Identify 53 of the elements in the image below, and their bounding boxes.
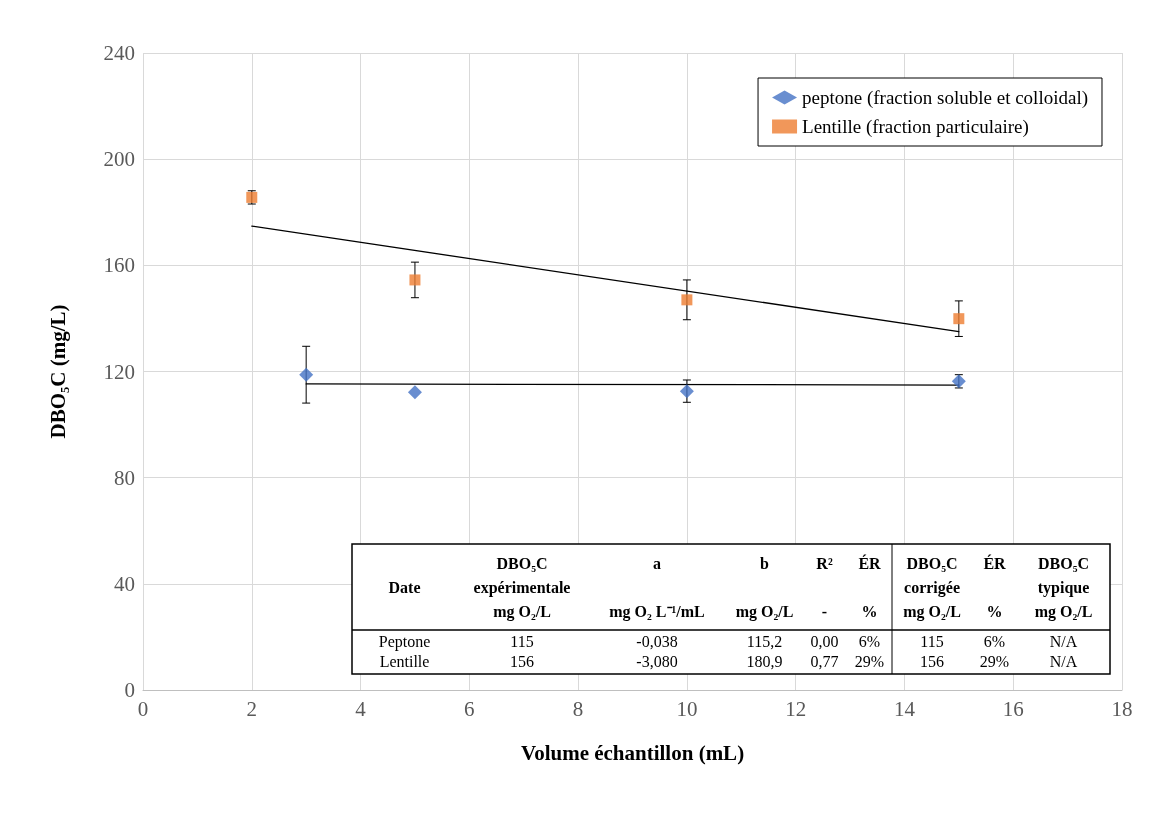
y-tick-label: 160 [103,253,135,278]
text: a mg O₂ L⁻¹/mL [609,554,705,620]
point [407,385,422,400]
x-tick-label: 2 [246,696,258,721]
point [679,384,694,399]
x-tick-label: 4 [355,696,367,721]
annotation: N/A [1049,632,1078,650]
annotation: -0,038 [636,632,678,650]
annotation: 115 [510,632,534,650]
annotation: 29% [854,652,885,670]
annotation: Date [388,578,421,596]
y-tick-label: 120 [103,359,135,384]
annotation: 156 [510,652,534,670]
x-tick-label: 16 [1002,696,1024,721]
annotation: 29% [979,652,1010,670]
annotation: DBO₅C typique mg O₂/L [1034,554,1093,621]
point [953,313,965,325]
x-axis-title: Volume échantillon (mL) [520,740,745,765]
annotation: 0,77 [810,652,839,670]
annotation: 115 [920,632,944,650]
legend-label: peptone (fraction soluble et colloidal) [802,87,1089,109]
text: R² - [816,554,833,620]
point [409,274,421,286]
annotation: DBO₅C corrigée mg O₂/L [903,554,961,621]
annotation: 180,9 [746,652,783,670]
annotation: Lentille [379,652,430,670]
annotation: 6% [858,632,881,650]
y-tick-label: 0 [124,678,135,702]
annotation: DBO₅C expérimentale mg O₂/L [473,554,571,621]
y-tick-label: 200 [103,147,135,172]
x-tick-label: 6 [464,696,475,721]
legend-label: Lentille (fraction particulaire) [802,116,1029,138]
annotation: Peptone [378,632,431,651]
y-tick-label: 80 [114,465,135,490]
text: ÉR % [983,554,1006,620]
x-tick-label: 10 [676,696,698,721]
annotation: 6% [983,632,1006,650]
y-tick-label: 40 [114,571,135,596]
point [681,294,693,306]
x-tick-label: 14 [893,696,916,721]
annotation: -3,080 [636,652,678,670]
x-tick-label: 12 [785,696,807,721]
text: b mg O₂/L [735,554,794,620]
point [299,367,314,382]
x-tick-label: 18 [1111,696,1133,721]
annotation: 115,2 [746,632,783,650]
annotation: 156 [920,652,944,670]
y-axis-title: DBO₅C (mg/L) [45,304,70,439]
y-tick-label: 240 [103,41,135,65]
annotation: 0,00 [810,632,839,650]
annotation: N/A [1049,652,1078,670]
x-tick-label: 8 [572,696,584,721]
text: ÉR % [858,554,881,620]
